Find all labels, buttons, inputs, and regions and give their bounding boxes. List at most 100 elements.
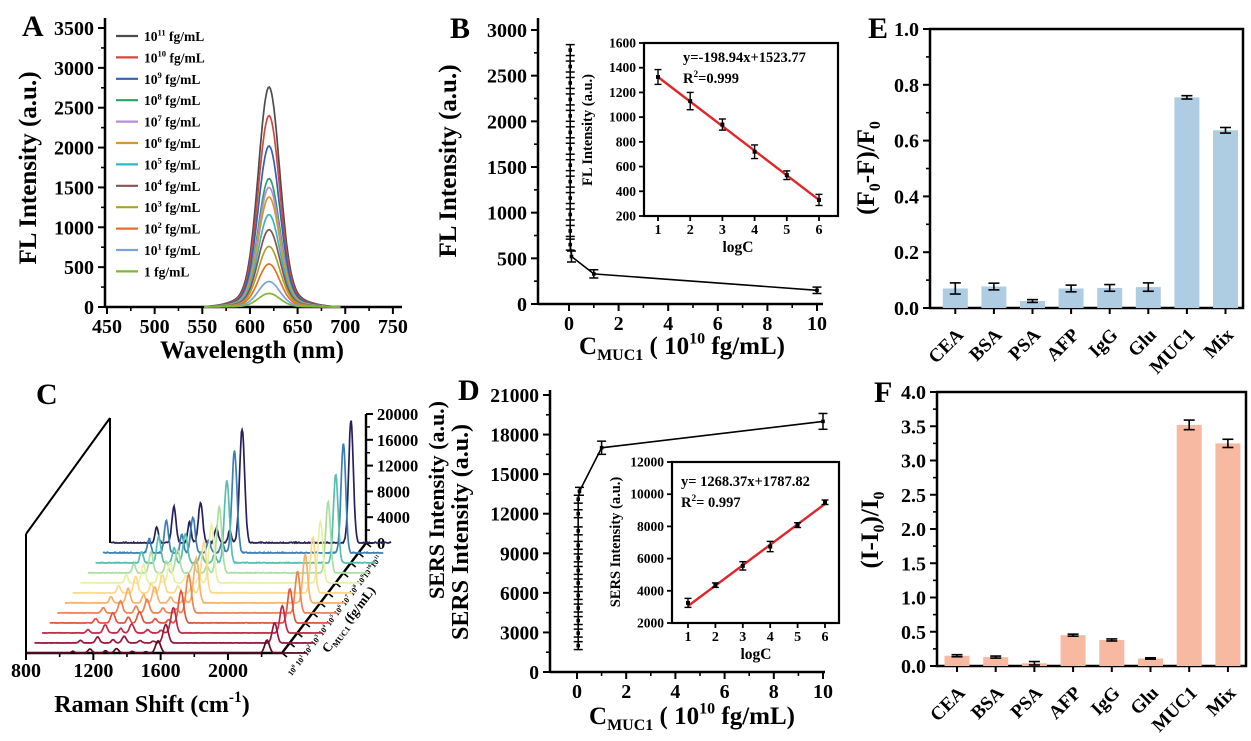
svg-text:4: 4 bbox=[767, 630, 774, 645]
svg-text:102: 102 bbox=[301, 643, 315, 657]
panel-B-letter: B bbox=[450, 12, 471, 45]
svg-text:0.2: 0.2 bbox=[894, 242, 919, 264]
svg-text:IgG: IgG bbox=[1087, 683, 1124, 720]
svg-text:10: 10 bbox=[813, 681, 833, 703]
svg-text:0: 0 bbox=[529, 663, 539, 684]
svg-text:500: 500 bbox=[497, 248, 527, 270]
svg-text:600: 600 bbox=[616, 159, 637, 174]
svg-text:CMUC1 ( 1010 fg/mL): CMUC1 ( 1010 fg/mL) bbox=[579, 331, 785, 365]
panel-B-canvas: 0 500 1000 1500 2000 2500 3000 0 2 4 6 8 10 CMUC1 ( 1… bbox=[435, 18, 840, 365]
svg-text:0.0: 0.0 bbox=[894, 298, 919, 320]
svg-text:18000: 18000 bbox=[490, 426, 539, 447]
svg-text:0: 0 bbox=[517, 294, 527, 316]
svg-text:6: 6 bbox=[816, 223, 823, 238]
svg-text:109: 109 bbox=[354, 573, 368, 587]
svg-text:Mix: Mix bbox=[1200, 324, 1238, 362]
panel-F-sers-selectivity-bars: 0.0 0.5 1.0 1.5 2.0 2.5 3.0 3.5 4.0 CEA BSA PSA AFP I… bbox=[840, 370, 1251, 741]
svg-text:3.0: 3.0 bbox=[901, 451, 926, 473]
svg-text:4.0: 4.0 bbox=[901, 382, 926, 404]
svg-text:800: 800 bbox=[616, 134, 637, 149]
svg-text:5: 5 bbox=[794, 630, 801, 645]
svg-text:108 fg/mL: 108 fg/mL bbox=[144, 92, 200, 109]
svg-text:0.8: 0.8 bbox=[894, 75, 919, 97]
svg-text:16000: 16000 bbox=[377, 431, 418, 450]
svg-text:CEA: CEA bbox=[926, 682, 969, 725]
svg-text:0.0: 0.0 bbox=[901, 656, 926, 678]
svg-text:4: 4 bbox=[670, 681, 680, 703]
svg-text:3: 3 bbox=[739, 630, 746, 645]
svg-text:100: 100 bbox=[286, 663, 300, 677]
panel-D-letter: D bbox=[458, 374, 480, 407]
svg-text:(I-I0)/I0: (I-I0)/I0 bbox=[857, 491, 888, 568]
svg-text:1: 1 bbox=[655, 223, 662, 238]
svg-text:107: 107 bbox=[339, 593, 353, 607]
svg-text:8000: 8000 bbox=[377, 482, 410, 501]
svg-text:1.0: 1.0 bbox=[901, 588, 926, 610]
svg-text:108: 108 bbox=[347, 583, 361, 597]
svg-text:104: 104 bbox=[316, 623, 330, 637]
svg-text:4000: 4000 bbox=[377, 508, 410, 527]
svg-text:20000: 20000 bbox=[377, 405, 418, 424]
svg-text:1600: 1600 bbox=[141, 660, 181, 682]
svg-text:2: 2 bbox=[687, 223, 694, 238]
svg-text:R2=0.999: R2=0.999 bbox=[683, 70, 739, 87]
svg-text:21000: 21000 bbox=[490, 386, 539, 407]
svg-text:0.6: 0.6 bbox=[894, 131, 919, 153]
svg-text:105: 105 bbox=[324, 613, 338, 627]
svg-text:103: 103 bbox=[309, 633, 323, 647]
svg-text:0: 0 bbox=[572, 681, 582, 703]
svg-text:109 fg/mL: 109 fg/mL bbox=[144, 70, 200, 87]
svg-text:500: 500 bbox=[64, 257, 94, 279]
svg-text:2.5: 2.5 bbox=[901, 485, 926, 507]
panel-B-fl-calibration: 0 500 1000 1500 2000 2500 3000 0 2 4 6 8 10 CMUC1 ( 1… bbox=[420, 0, 840, 370]
panel-F-letter: F bbox=[874, 376, 893, 409]
svg-text:2000: 2000 bbox=[208, 660, 248, 682]
svg-text:6000: 6000 bbox=[637, 551, 664, 566]
svg-text:PSA: PSA bbox=[1005, 324, 1045, 364]
svg-text:1.5: 1.5 bbox=[901, 553, 926, 575]
svg-text:FL Intensity (a.u.): FL Intensity (a.u.) bbox=[580, 74, 596, 186]
svg-text:1500: 1500 bbox=[487, 157, 527, 179]
svg-text:2.0: 2.0 bbox=[901, 519, 926, 541]
svg-text:8: 8 bbox=[769, 681, 779, 703]
svg-text:8: 8 bbox=[762, 313, 772, 335]
svg-text:Mix: Mix bbox=[1202, 682, 1240, 720]
svg-text:600: 600 bbox=[235, 316, 265, 338]
svg-text:12000: 12000 bbox=[630, 455, 664, 470]
svg-text:FL Intensity (a.u.): FL Intensity (a.u.) bbox=[15, 71, 42, 264]
svg-text:103 fg/mL: 103 fg/mL bbox=[144, 199, 200, 216]
panel-E-fl-selectivity-bars: 0.0 0.2 0.4 0.6 0.8 1.0 CEA BSA PSA AFP IgG Glu MUC1… bbox=[840, 0, 1251, 378]
svg-text:1000: 1000 bbox=[54, 217, 94, 239]
svg-text:1600: 1600 bbox=[609, 36, 636, 51]
svg-text:IgG: IgG bbox=[1085, 325, 1122, 362]
svg-text:107 fg/mL: 107 fg/mL bbox=[144, 113, 200, 130]
svg-text:0.4: 0.4 bbox=[894, 186, 919, 208]
svg-text:750: 750 bbox=[378, 316, 408, 338]
svg-text:SERS Intensity (a.u.): SERS Intensity (a.u.) bbox=[424, 401, 449, 599]
svg-text:1200: 1200 bbox=[609, 85, 636, 100]
panel-C-sers-waterfall: 800 1200 1600 2000 Raman Shift (cm-1) 0 4000 80… bbox=[0, 370, 470, 741]
svg-text:(F0-F)/F0: (F0-F)/F0 bbox=[853, 121, 884, 215]
svg-text:500: 500 bbox=[140, 316, 170, 338]
svg-text:logC: logC bbox=[723, 239, 754, 256]
svg-text:CMUC1 ( 1010 fg/mL): CMUC1 ( 1010 fg/mL) bbox=[589, 701, 795, 735]
svg-text:Wavelength (nm): Wavelength (nm) bbox=[160, 337, 344, 364]
svg-text:1000: 1000 bbox=[487, 203, 527, 225]
svg-text:BSA: BSA bbox=[965, 324, 1006, 365]
svg-text:6: 6 bbox=[822, 630, 829, 645]
svg-text:200: 200 bbox=[616, 209, 637, 224]
svg-text:1010 fg/mL: 1010 fg/mL bbox=[144, 49, 205, 66]
svg-text:1011 fg/mL: 1011 fg/mL bbox=[144, 27, 204, 44]
svg-text:6: 6 bbox=[720, 681, 730, 703]
svg-text:BSA: BSA bbox=[967, 682, 1008, 723]
svg-text:1200: 1200 bbox=[73, 660, 113, 682]
svg-text:1: 1 bbox=[685, 630, 692, 645]
svg-text:3000: 3000 bbox=[54, 58, 94, 80]
panel-E-letter: E bbox=[868, 12, 889, 45]
svg-text:2000: 2000 bbox=[54, 138, 94, 160]
panel-D-sers-calibration: 0 3000 6000 9000 12000 15000 18000 21000 0 2 4 6 8 10… bbox=[420, 370, 841, 741]
svg-text:9000: 9000 bbox=[500, 544, 539, 565]
